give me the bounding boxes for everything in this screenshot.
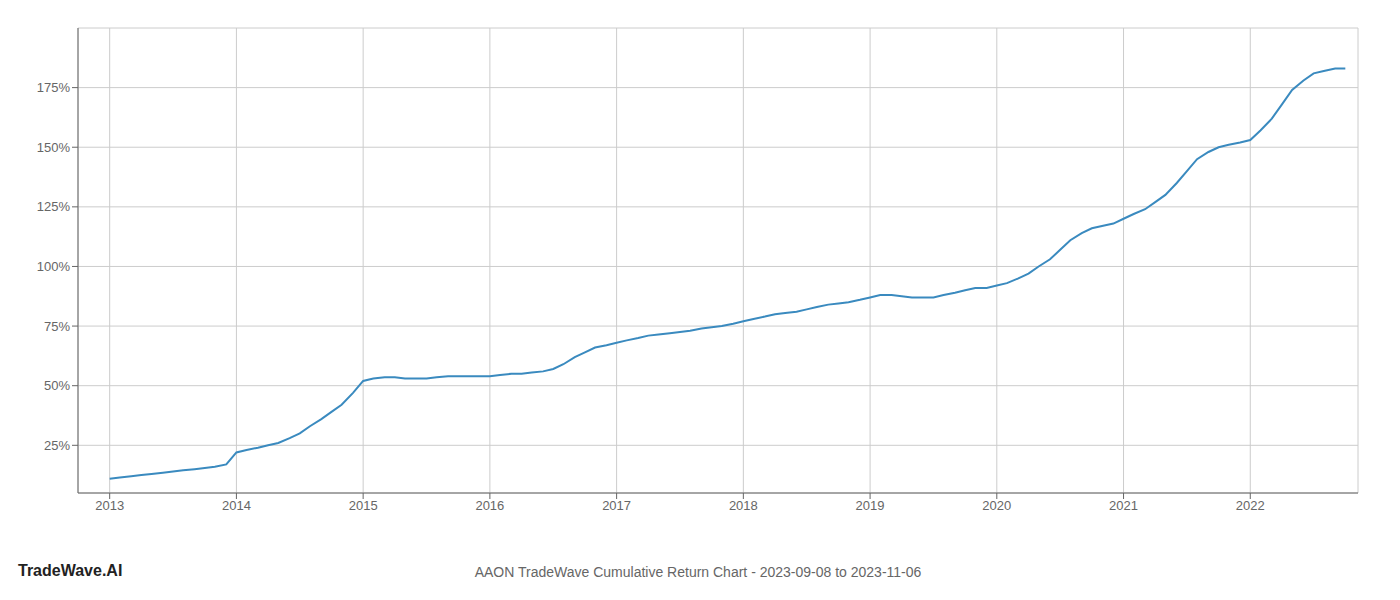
- svg-text:150%: 150%: [37, 140, 71, 155]
- svg-text:2017: 2017: [602, 498, 631, 513]
- svg-text:75%: 75%: [44, 319, 70, 334]
- svg-text:2014: 2014: [222, 498, 251, 513]
- svg-text:175%: 175%: [37, 80, 71, 95]
- svg-text:25%: 25%: [44, 438, 70, 453]
- svg-text:2022: 2022: [1236, 498, 1265, 513]
- svg-text:50%: 50%: [44, 378, 70, 393]
- svg-text:2018: 2018: [729, 498, 758, 513]
- html-text:AAON TradeWave Cumulative Retu: AAON TradeWave Cumulative Return Chart -…: [474, 564, 922, 580]
- svg-text:125%: 125%: [37, 199, 71, 214]
- html-text:TradeWave.AI: TradeWave.AI: [18, 562, 123, 579]
- svg-text:2021: 2021: [1109, 498, 1138, 513]
- svg-text:2013: 2013: [95, 498, 124, 513]
- svg-text:2016: 2016: [475, 498, 504, 513]
- svg-text:100%: 100%: [37, 259, 71, 274]
- svg-text:2019: 2019: [856, 498, 885, 513]
- svg-text:2020: 2020: [982, 498, 1011, 513]
- svg-text:2015: 2015: [349, 498, 378, 513]
